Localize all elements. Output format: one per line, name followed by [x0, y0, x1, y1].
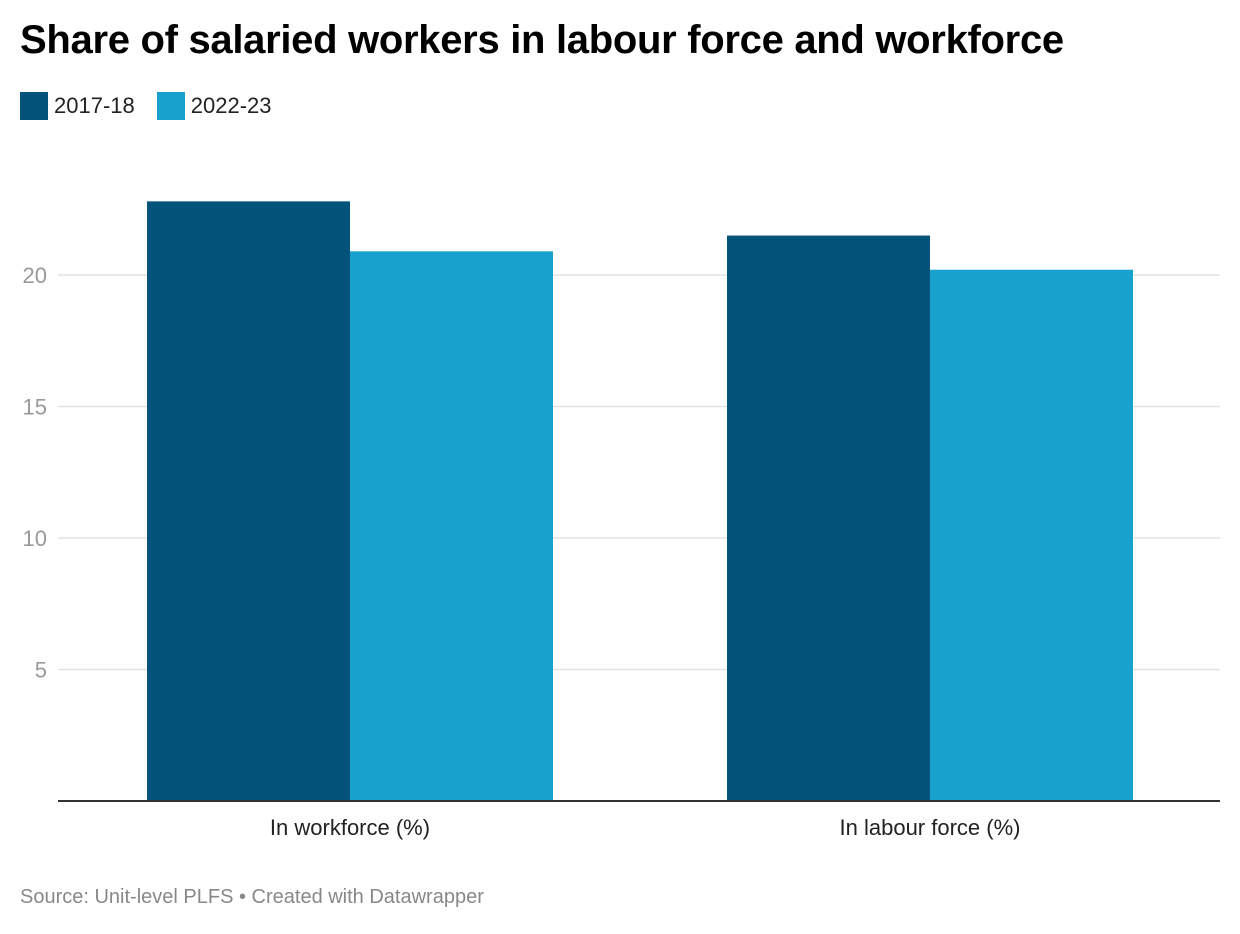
legend-swatch-2017-18	[20, 92, 48, 120]
bar-2022-23-workforce	[350, 251, 553, 801]
chart-title: Share of salaried workers in labour forc…	[20, 18, 1064, 62]
bar-2017-18-workforce	[147, 201, 350, 802]
legend-label-2017-18: 2017-18	[54, 93, 135, 118]
legend-item-2017-18: 2017-18	[20, 92, 135, 120]
x-tick-label-1: In labour force (%)	[840, 815, 1021, 840]
x-tick-label-0: In workforce (%)	[270, 815, 430, 840]
legend-item-2022-23: 2022-23	[156, 92, 272, 120]
legend-swatch-2022-23	[156, 92, 185, 120]
legend-label-2022-23: 2022-23	[190, 93, 272, 118]
y-tick-label-5: 5	[35, 658, 47, 683]
y-tick-label-15: 15	[23, 395, 47, 420]
bar-2022-23-labour-force	[930, 269, 1133, 801]
y-tick-label-20: 20	[23, 263, 47, 288]
y-tick-label-10: 10	[23, 526, 47, 551]
bar-2017-18-labour-force	[727, 235, 930, 802]
source-note: Source: Unit-level PLFS • Created with D…	[20, 886, 484, 908]
legend: 2017-18 2022-23	[20, 92, 294, 120]
